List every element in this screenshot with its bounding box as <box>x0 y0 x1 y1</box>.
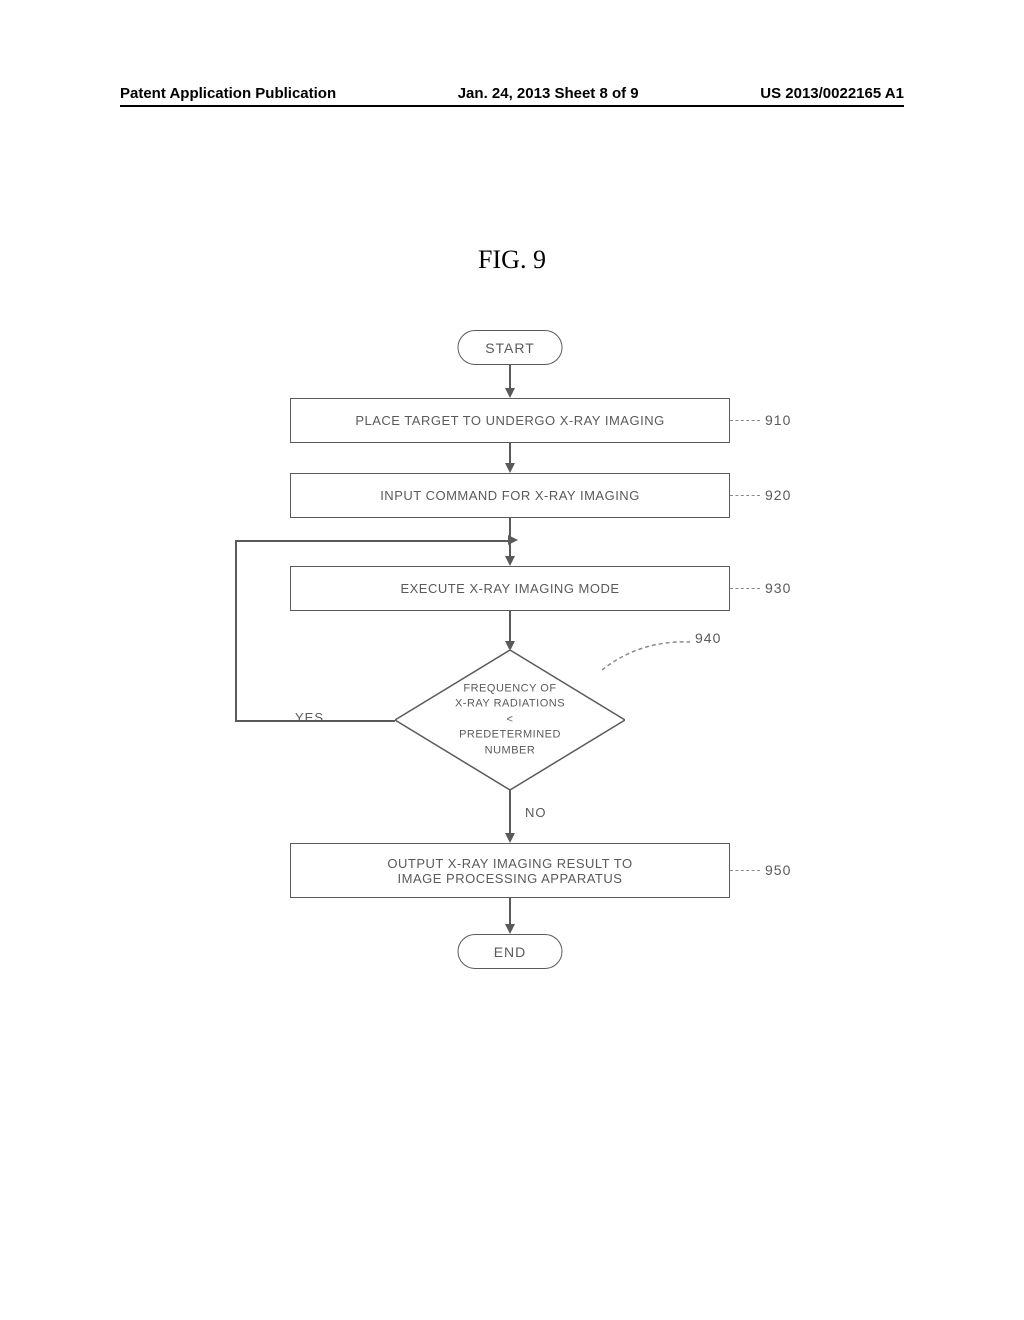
start-terminal: START <box>458 330 563 365</box>
yes-label: YES <box>295 710 324 725</box>
connector <box>509 898 511 926</box>
ref-leader <box>730 588 760 589</box>
ref-leader <box>730 495 760 496</box>
ref-leader <box>730 870 760 871</box>
connector <box>509 365 511 390</box>
ref-920: 920 <box>765 487 791 503</box>
process-step-2: INPUT COMMAND FOR X-RAY IMAGING <box>290 473 730 518</box>
arrowhead-icon <box>508 535 518 545</box>
decision-line-3: PREDETERMINED <box>459 729 561 741</box>
ref-leader-curve <box>600 640 695 680</box>
ref-leader <box>730 420 760 421</box>
step5-line-2: IMAGE PROCESSING APPARATUS <box>398 871 623 886</box>
header-left: Patent Application Publication <box>120 85 336 102</box>
connector <box>235 540 237 720</box>
arrowhead-icon <box>505 388 515 398</box>
decision-line-2: X-RAY RADIATIONS < <box>455 698 565 725</box>
connector <box>509 443 511 465</box>
ref-940: 940 <box>695 630 721 646</box>
ref-950: 950 <box>765 862 791 878</box>
arrowhead-icon <box>505 833 515 843</box>
arrowhead-icon <box>505 556 515 566</box>
no-label: NO <box>525 805 547 820</box>
decision-text: FREQUENCY OF X-RAY RADIATIONS < PREDETER… <box>453 682 568 759</box>
end-terminal: END <box>458 934 563 969</box>
connector <box>235 540 510 542</box>
connector <box>235 720 395 722</box>
process-step-5: OUTPUT X-RAY IMAGING RESULT TO IMAGE PRO… <box>290 843 730 898</box>
header-right: US 2013/0022165 A1 <box>760 85 904 102</box>
figure-title: FIG. 9 <box>478 245 546 275</box>
ref-910: 910 <box>765 412 791 428</box>
header-center: Jan. 24, 2013 Sheet 8 of 9 <box>458 85 639 102</box>
connector <box>509 611 511 643</box>
page-header: Patent Application Publication Jan. 24, … <box>0 85 1024 102</box>
ref-930: 930 <box>765 580 791 596</box>
process-step-1: PLACE TARGET TO UNDERGO X-RAY IMAGING <box>290 398 730 443</box>
step5-line-1: OUTPUT X-RAY IMAGING RESULT TO <box>387 856 632 871</box>
header-rule <box>120 105 904 107</box>
arrowhead-icon <box>505 463 515 473</box>
flowchart-container: START PLACE TARGET TO UNDERGO X-RAY IMAG… <box>215 330 805 1030</box>
decision-frequency: FREQUENCY OF X-RAY RADIATIONS < PREDETER… <box>395 650 625 790</box>
decision-line-4: NUMBER <box>485 744 536 756</box>
step5-text: OUTPUT X-RAY IMAGING RESULT TO IMAGE PRO… <box>387 856 632 886</box>
arrowhead-icon <box>505 924 515 934</box>
connector <box>509 790 511 835</box>
decision-line-1: FREQUENCY OF <box>463 683 556 695</box>
process-step-3: EXECUTE X-RAY IMAGING MODE <box>290 566 730 611</box>
